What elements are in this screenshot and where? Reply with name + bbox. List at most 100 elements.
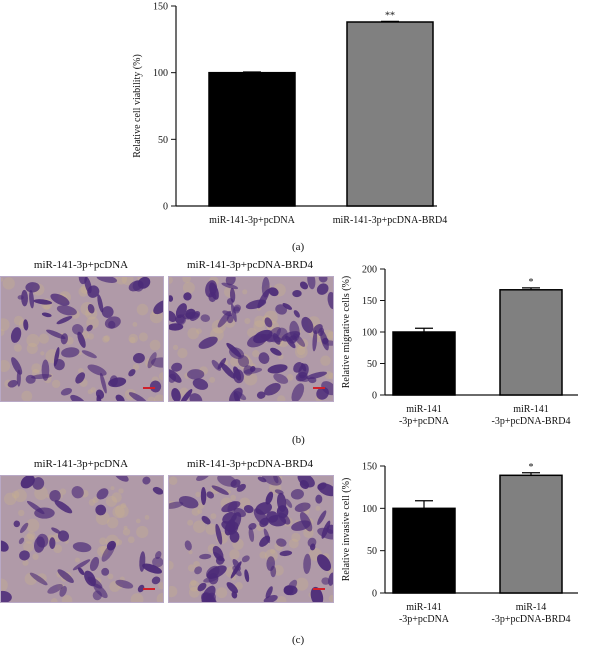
stained-cell	[233, 366, 242, 381]
stained-cell	[233, 507, 246, 518]
pore-speck	[276, 595, 287, 602]
stained-cell	[128, 392, 147, 401]
pore-speck	[1, 277, 4, 282]
stained-cell	[95, 504, 107, 516]
x-tick-label-b-0: miR-141	[406, 404, 442, 415]
panel-b-image-label-brd4: miR-141-3p+pcDNA-BRD4	[187, 259, 313, 271]
x-tick-label-c-1: miR-14	[516, 602, 547, 613]
stained-cell	[71, 486, 84, 499]
x-tick-label-b-1: -3p+pcDNA-BRD4	[492, 416, 571, 427]
stained-cell	[226, 298, 234, 305]
pore-speck	[136, 303, 149, 316]
stained-cell	[150, 357, 163, 368]
stained-cell	[275, 304, 287, 315]
pore-speck	[40, 351, 45, 356]
chart-c: 0 50 100 150 Relative invasive cell (%) miR-1…	[341, 462, 578, 625]
y-axis-label-a: Relative cell viability (%)	[132, 54, 143, 158]
stained-cell	[233, 390, 247, 401]
stained-cell	[194, 566, 202, 575]
stained-cell	[299, 281, 309, 290]
stained-cell	[268, 287, 279, 297]
stained-cell	[128, 369, 136, 377]
stained-cell	[266, 511, 279, 523]
pore-speck	[129, 336, 136, 344]
pore-speck	[87, 389, 93, 395]
stained-cell	[212, 545, 224, 561]
stained-cell	[266, 326, 281, 343]
pore-speck	[90, 387, 96, 393]
stained-cell	[18, 537, 25, 545]
stained-cell	[189, 393, 203, 401]
stained-cell	[201, 585, 216, 602]
stained-cell	[89, 556, 100, 572]
y-tick-label-b: 150	[362, 296, 377, 307]
panel-c-image-label-control: miR-141-3p+pcDNA	[33, 458, 129, 470]
stained-cell	[321, 520, 331, 539]
pore-speck	[77, 367, 84, 374]
stained-cell	[175, 314, 185, 324]
stained-cell	[152, 556, 163, 568]
y-tick-label-c: 100	[362, 504, 377, 515]
pore-speck	[21, 390, 33, 401]
panel-b-micrograph-control	[0, 276, 164, 402]
stained-cell	[96, 277, 118, 283]
stained-cell	[169, 501, 184, 509]
pore-speck	[242, 289, 248, 295]
stained-cell	[132, 352, 145, 364]
pore-speck	[230, 356, 241, 367]
stained-cell	[259, 517, 270, 528]
chart-a: 0 50 100 150 Relative cell viability (%) miR-…	[132, 2, 447, 227]
stained-cell	[179, 389, 193, 401]
stained-cell	[291, 383, 305, 401]
stained-cell	[245, 299, 267, 310]
stained-cell	[197, 582, 207, 592]
stained-cell	[310, 586, 324, 602]
stained-cell	[149, 380, 162, 393]
stained-cell	[294, 502, 311, 512]
stained-cell	[104, 316, 121, 329]
stained-cell	[169, 323, 184, 331]
stained-cell	[25, 374, 36, 384]
stained-cell	[244, 569, 250, 583]
stained-cell	[205, 280, 217, 298]
stained-cell	[16, 369, 21, 387]
stained-cell	[236, 483, 246, 492]
stained-cell	[307, 277, 316, 290]
stained-cell	[211, 359, 222, 371]
pore-speck	[22, 559, 29, 566]
pore-speck	[169, 277, 173, 285]
pore-speck	[99, 537, 107, 546]
pore-speck	[210, 513, 217, 520]
stained-cell	[200, 314, 211, 322]
stained-cell	[53, 359, 65, 371]
pore-speck	[111, 492, 122, 503]
stained-cell	[87, 576, 103, 589]
stained-cell	[32, 477, 45, 490]
stained-cell	[206, 491, 214, 499]
scale-bar	[313, 387, 325, 389]
stained-cell	[87, 364, 107, 376]
stained-cell	[312, 330, 318, 352]
pore-speck	[138, 332, 148, 342]
pore-speck	[158, 582, 163, 590]
pore-speck	[188, 580, 200, 592]
stained-cell	[96, 488, 109, 500]
stained-cell	[261, 476, 282, 486]
stained-cell	[201, 515, 211, 525]
stained-cell	[46, 329, 66, 340]
stained-cell	[23, 319, 29, 331]
stained-cell	[137, 584, 145, 593]
pore-speck	[182, 281, 195, 294]
pore-speck	[114, 504, 129, 519]
stained-cell	[61, 347, 80, 358]
stained-cell	[292, 290, 302, 298]
stained-cell	[283, 585, 294, 596]
pore-speck	[127, 536, 135, 544]
pore-speck	[327, 331, 333, 339]
stained-cell	[87, 303, 95, 314]
stained-cell	[320, 330, 329, 351]
panel-c-label: (c)	[292, 634, 305, 646]
stained-cell	[326, 524, 333, 534]
pore-speck	[23, 541, 34, 552]
panel-b-image-label-control: miR-141-3p+pcDNA	[33, 259, 129, 271]
